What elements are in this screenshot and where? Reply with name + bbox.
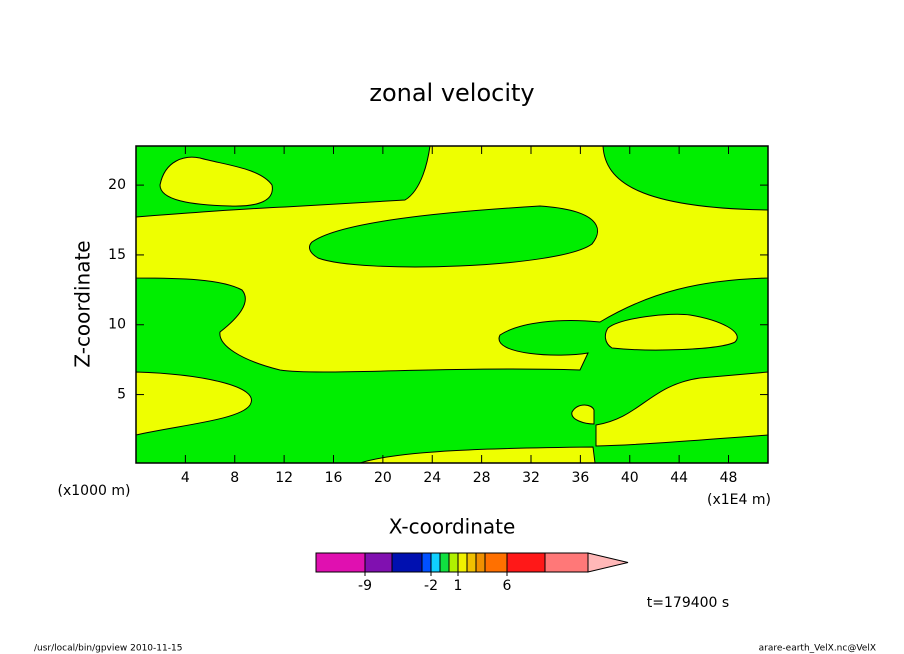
colorbar-segment xyxy=(430,552,441,573)
colorbar-tick-label: 1 xyxy=(454,578,463,594)
contour-region xyxy=(571,404,595,425)
time-label: t=179400 s xyxy=(647,595,729,611)
contour-region xyxy=(159,156,273,207)
contour-field xyxy=(135,145,769,464)
colorbar-segment xyxy=(364,552,393,573)
x-axis-label: X-coordinate xyxy=(389,515,516,539)
colorbar-tick-label: -2 xyxy=(424,578,438,594)
colorbar-segment xyxy=(421,552,432,573)
x-tick-label: 20 xyxy=(374,470,392,486)
colorbar-tick-label: 6 xyxy=(503,578,512,594)
colorbar-segment xyxy=(506,552,546,573)
x-tick-label: 12 xyxy=(275,470,293,486)
colorbar-extension xyxy=(587,552,629,573)
x-unit-label: (x1E4 m) xyxy=(707,492,771,508)
chart-title: zonal velocity xyxy=(369,79,534,107)
x-tick-label: 36 xyxy=(571,470,589,486)
y-tick-label: 15 xyxy=(108,247,126,263)
x-tick-label: 4 xyxy=(181,470,190,486)
x-tick-label: 44 xyxy=(670,470,688,486)
colorbar-segment xyxy=(391,552,423,573)
footer-text: /usr/local/bin/gpview 2010-11-15 xyxy=(34,644,182,654)
y-tick-label: 20 xyxy=(108,177,126,193)
colorbar-segment xyxy=(315,552,366,573)
y-tick-label: 5 xyxy=(117,387,126,403)
contour-region xyxy=(359,446,596,464)
colorbar-segment xyxy=(544,552,589,573)
colorbar-segment xyxy=(457,552,468,573)
y-axis-label: Z-coordinate xyxy=(71,240,95,367)
footer-text: arare-earth_VelX.nc@VelX xyxy=(759,644,876,654)
x-tick-label: 28 xyxy=(473,470,491,486)
colorbar-segment xyxy=(466,552,477,573)
colorbar-segment xyxy=(439,552,450,573)
plot-frame xyxy=(135,145,769,464)
x-tick-label: 48 xyxy=(720,470,738,486)
y-tick-label: 10 xyxy=(108,317,126,333)
contour-region xyxy=(604,313,738,351)
colorbar-tick-label: -9 xyxy=(358,578,372,594)
x-tick-label: 32 xyxy=(522,470,540,486)
colorbar-segment xyxy=(448,552,459,573)
colorbar-segment xyxy=(475,552,486,573)
colorbar-segment xyxy=(484,552,508,573)
contour-region xyxy=(309,205,598,268)
x-tick-label: 8 xyxy=(230,470,239,486)
x-tick-label: 24 xyxy=(423,470,441,486)
x-unit-label: (x1000 m) xyxy=(58,483,131,499)
x-tick-label: 40 xyxy=(621,470,639,486)
x-tick-label: 16 xyxy=(325,470,343,486)
contour-region xyxy=(135,371,252,436)
